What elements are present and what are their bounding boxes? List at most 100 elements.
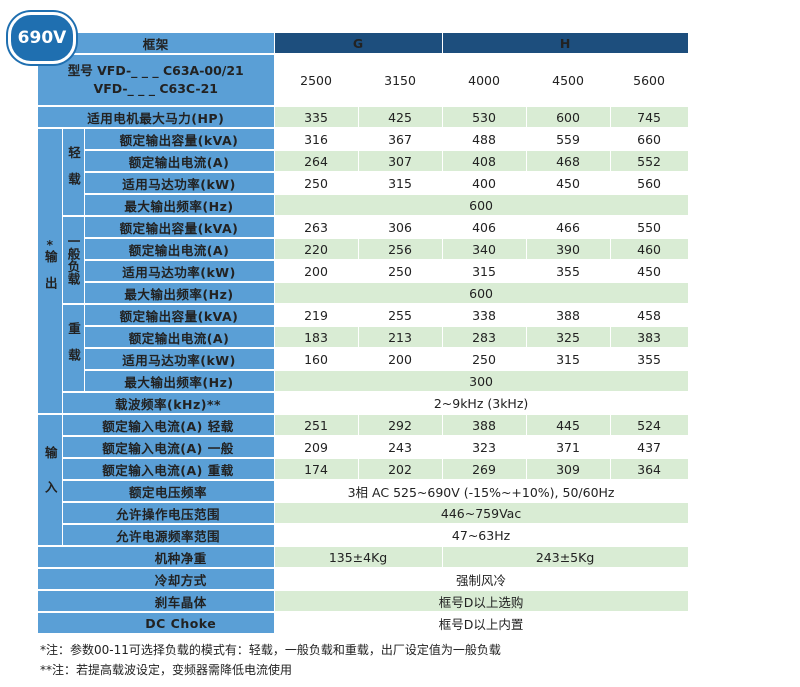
table-cell: 355	[610, 348, 689, 371]
table-cell: 200	[274, 260, 359, 283]
model-line-2: VFD-_ _ _ C63C-21	[93, 81, 218, 96]
table-cell: 406	[442, 216, 527, 239]
frame-row: 框架 G H	[38, 33, 689, 55]
carrier-row: 载波频率(kHz)** 2~9kHz (3kHz)	[38, 392, 689, 415]
table-cell: 600	[274, 282, 689, 305]
input-row: 额定输入电流(A) 一般 209 243 323 371 437	[38, 436, 689, 459]
normal-current-label: 额定输出电流(A)	[84, 238, 275, 261]
weight-label: 机种净重	[38, 546, 275, 569]
table-cell: 425	[358, 106, 443, 129]
table-cell: 243±5Kg	[442, 546, 689, 569]
cooling-row: 冷却方式 强制风冷	[38, 568, 689, 591]
table-cell: 335	[274, 106, 359, 129]
table-cell: 466	[526, 216, 611, 239]
carrier-label: 载波频率(kHz)**	[62, 392, 275, 415]
normal-kva-label: 额定输出容量(kVA)	[84, 216, 275, 239]
normal-duty-row: 适用马达功率(kW) 200 250 315 355 450	[38, 260, 689, 283]
input-row: 允许电源频率范围 47~63Hz	[38, 524, 689, 547]
output-group-label: * 输出	[38, 128, 63, 415]
input-row: 允许操作电压范围 446~759Vac	[38, 502, 689, 525]
table-cell: 315	[526, 348, 611, 371]
voltage-badge: 690V	[8, 12, 76, 64]
table-cell: 307	[358, 150, 443, 173]
frame-h: H	[442, 33, 689, 55]
model-4500: 4500	[526, 54, 611, 107]
table-cell: 300	[274, 370, 689, 393]
table-cell: 309	[526, 458, 611, 481]
table-cell: 202	[358, 458, 443, 481]
table-cell: 183	[274, 326, 359, 349]
input-row: 额定输入电流(A) 重载 174 202 269 309 364	[38, 458, 689, 481]
frame-label: 框架	[38, 33, 275, 55]
table-cell: 600	[526, 106, 611, 129]
brake-row: 刹车晶体 框号D以上选购	[38, 590, 689, 613]
light-duty-row: * 输出 轻载 额定输出容量(kVA) 316 367 488 559 660	[38, 128, 689, 415]
motor-hp-row: 适用电机最大马力(HP) 335 425 530 600 745	[38, 106, 689, 129]
dc-choke-label: DC Choke	[38, 612, 275, 635]
heavy-current-label: 额定输出电流(A)	[84, 326, 275, 349]
table-cell: 209	[274, 436, 359, 459]
table-cell: 316	[274, 128, 359, 151]
table-cell: 269	[442, 458, 527, 481]
table-cell: 325	[526, 326, 611, 349]
output-label: 输出	[42, 249, 58, 303]
heavy-duty-row: 额定输出电流(A) 183 213 283 325 383	[38, 326, 689, 349]
table-cell: 250	[442, 348, 527, 371]
table-cell: 306	[358, 216, 443, 239]
dc-choke-row: DC Choke 框号D以上内置	[38, 612, 689, 635]
table-cell: 3相 AC 525~690V (-15%~+10%), 50/60Hz	[274, 480, 689, 503]
heavy-duty-row: 重载 额定输出容量(kVA) 219 255 338 388 458	[38, 304, 689, 393]
table-cell: 355	[526, 260, 611, 283]
table-cell: 315	[358, 172, 443, 195]
model-3150: 3150	[358, 54, 443, 107]
model-4000: 4000	[442, 54, 527, 107]
table-cell: 745	[610, 106, 689, 129]
normal-duty-label: 一般负载	[62, 216, 85, 305]
table-cell: 框号D以上选购	[274, 590, 689, 613]
table-cell: 437	[610, 436, 689, 459]
table-cell: 323	[442, 436, 527, 459]
table-cell: 390	[526, 238, 611, 261]
normal-hz-label: 最大输出频率(Hz)	[84, 282, 275, 305]
table-cell: 338	[442, 304, 527, 327]
footnote-1: *注：参数00-11可选择负载的模式有：轻载，一般负载和重载，出厂设定值为一般负…	[40, 643, 501, 657]
table-cell: 450	[610, 260, 689, 283]
table-cell: 552	[610, 150, 689, 173]
model-2500: 2500	[274, 54, 359, 107]
motor-hp-label: 适用电机最大马力(HP)	[38, 106, 275, 129]
table-cell: 强制风冷	[274, 568, 689, 591]
weight-row: 机种净重 135±4Kg 243±5Kg	[38, 546, 689, 569]
heavy-kw-label: 适用马达功率(kW)	[84, 348, 275, 371]
table-cell: 250	[358, 260, 443, 283]
table-cell: 219	[274, 304, 359, 327]
table-cell: 315	[442, 260, 527, 283]
frame-g: G	[274, 33, 443, 55]
table-cell: 460	[610, 238, 689, 261]
heavy-duty-row: 适用马达功率(kW) 160 200 250 315 355	[38, 348, 689, 371]
input-row: 输入 额定输入电流(A) 轻载 251 292 388 445 524	[38, 414, 689, 547]
model-label: 型号 VFD-_ _ _ C63A-00/21 VFD-_ _ _ C63C-2…	[38, 54, 275, 107]
table-cell: 255	[358, 304, 443, 327]
table-cell: 2~9kHz (3kHz)	[274, 392, 689, 415]
table-cell: 383	[610, 326, 689, 349]
model-5600: 5600	[610, 54, 689, 107]
normal-kw-label: 适用马达功率(kW)	[84, 260, 275, 283]
input-row: 额定电压频率 3相 AC 525~690V (-15%~+10%), 50/60…	[38, 480, 689, 503]
table-cell: 292	[358, 414, 443, 437]
table-cell: 263	[274, 216, 359, 239]
table-cell: 388	[442, 414, 527, 437]
table-cell: 400	[442, 172, 527, 195]
normal-duty-row: 最大输出频率(Hz) 600	[38, 282, 689, 305]
light-kva-label: 额定输出容量(kVA)	[84, 128, 275, 151]
table-cell: 660	[610, 128, 689, 151]
light-duty-row: 适用马达功率(kW) 250 315 400 450 560	[38, 172, 689, 195]
cooling-label: 冷却方式	[38, 568, 275, 591]
input-heavy-label: 额定输入电流(A) 重载	[62, 458, 275, 481]
table-cell: 364	[610, 458, 689, 481]
normal-duty-row: 额定输出电流(A) 220 256 340 390 460	[38, 238, 689, 261]
light-kw-label: 适用马达功率(kW)	[84, 172, 275, 195]
spec-table: 框架 G H 型号 VFD-_ _ _ C63A-00/21 VFD-_ _ _…	[38, 33, 689, 635]
input-normal-label: 额定输入电流(A) 一般	[62, 436, 275, 459]
table-cell: 243	[358, 436, 443, 459]
frequency-range-label: 允许电源频率范围	[62, 524, 275, 547]
